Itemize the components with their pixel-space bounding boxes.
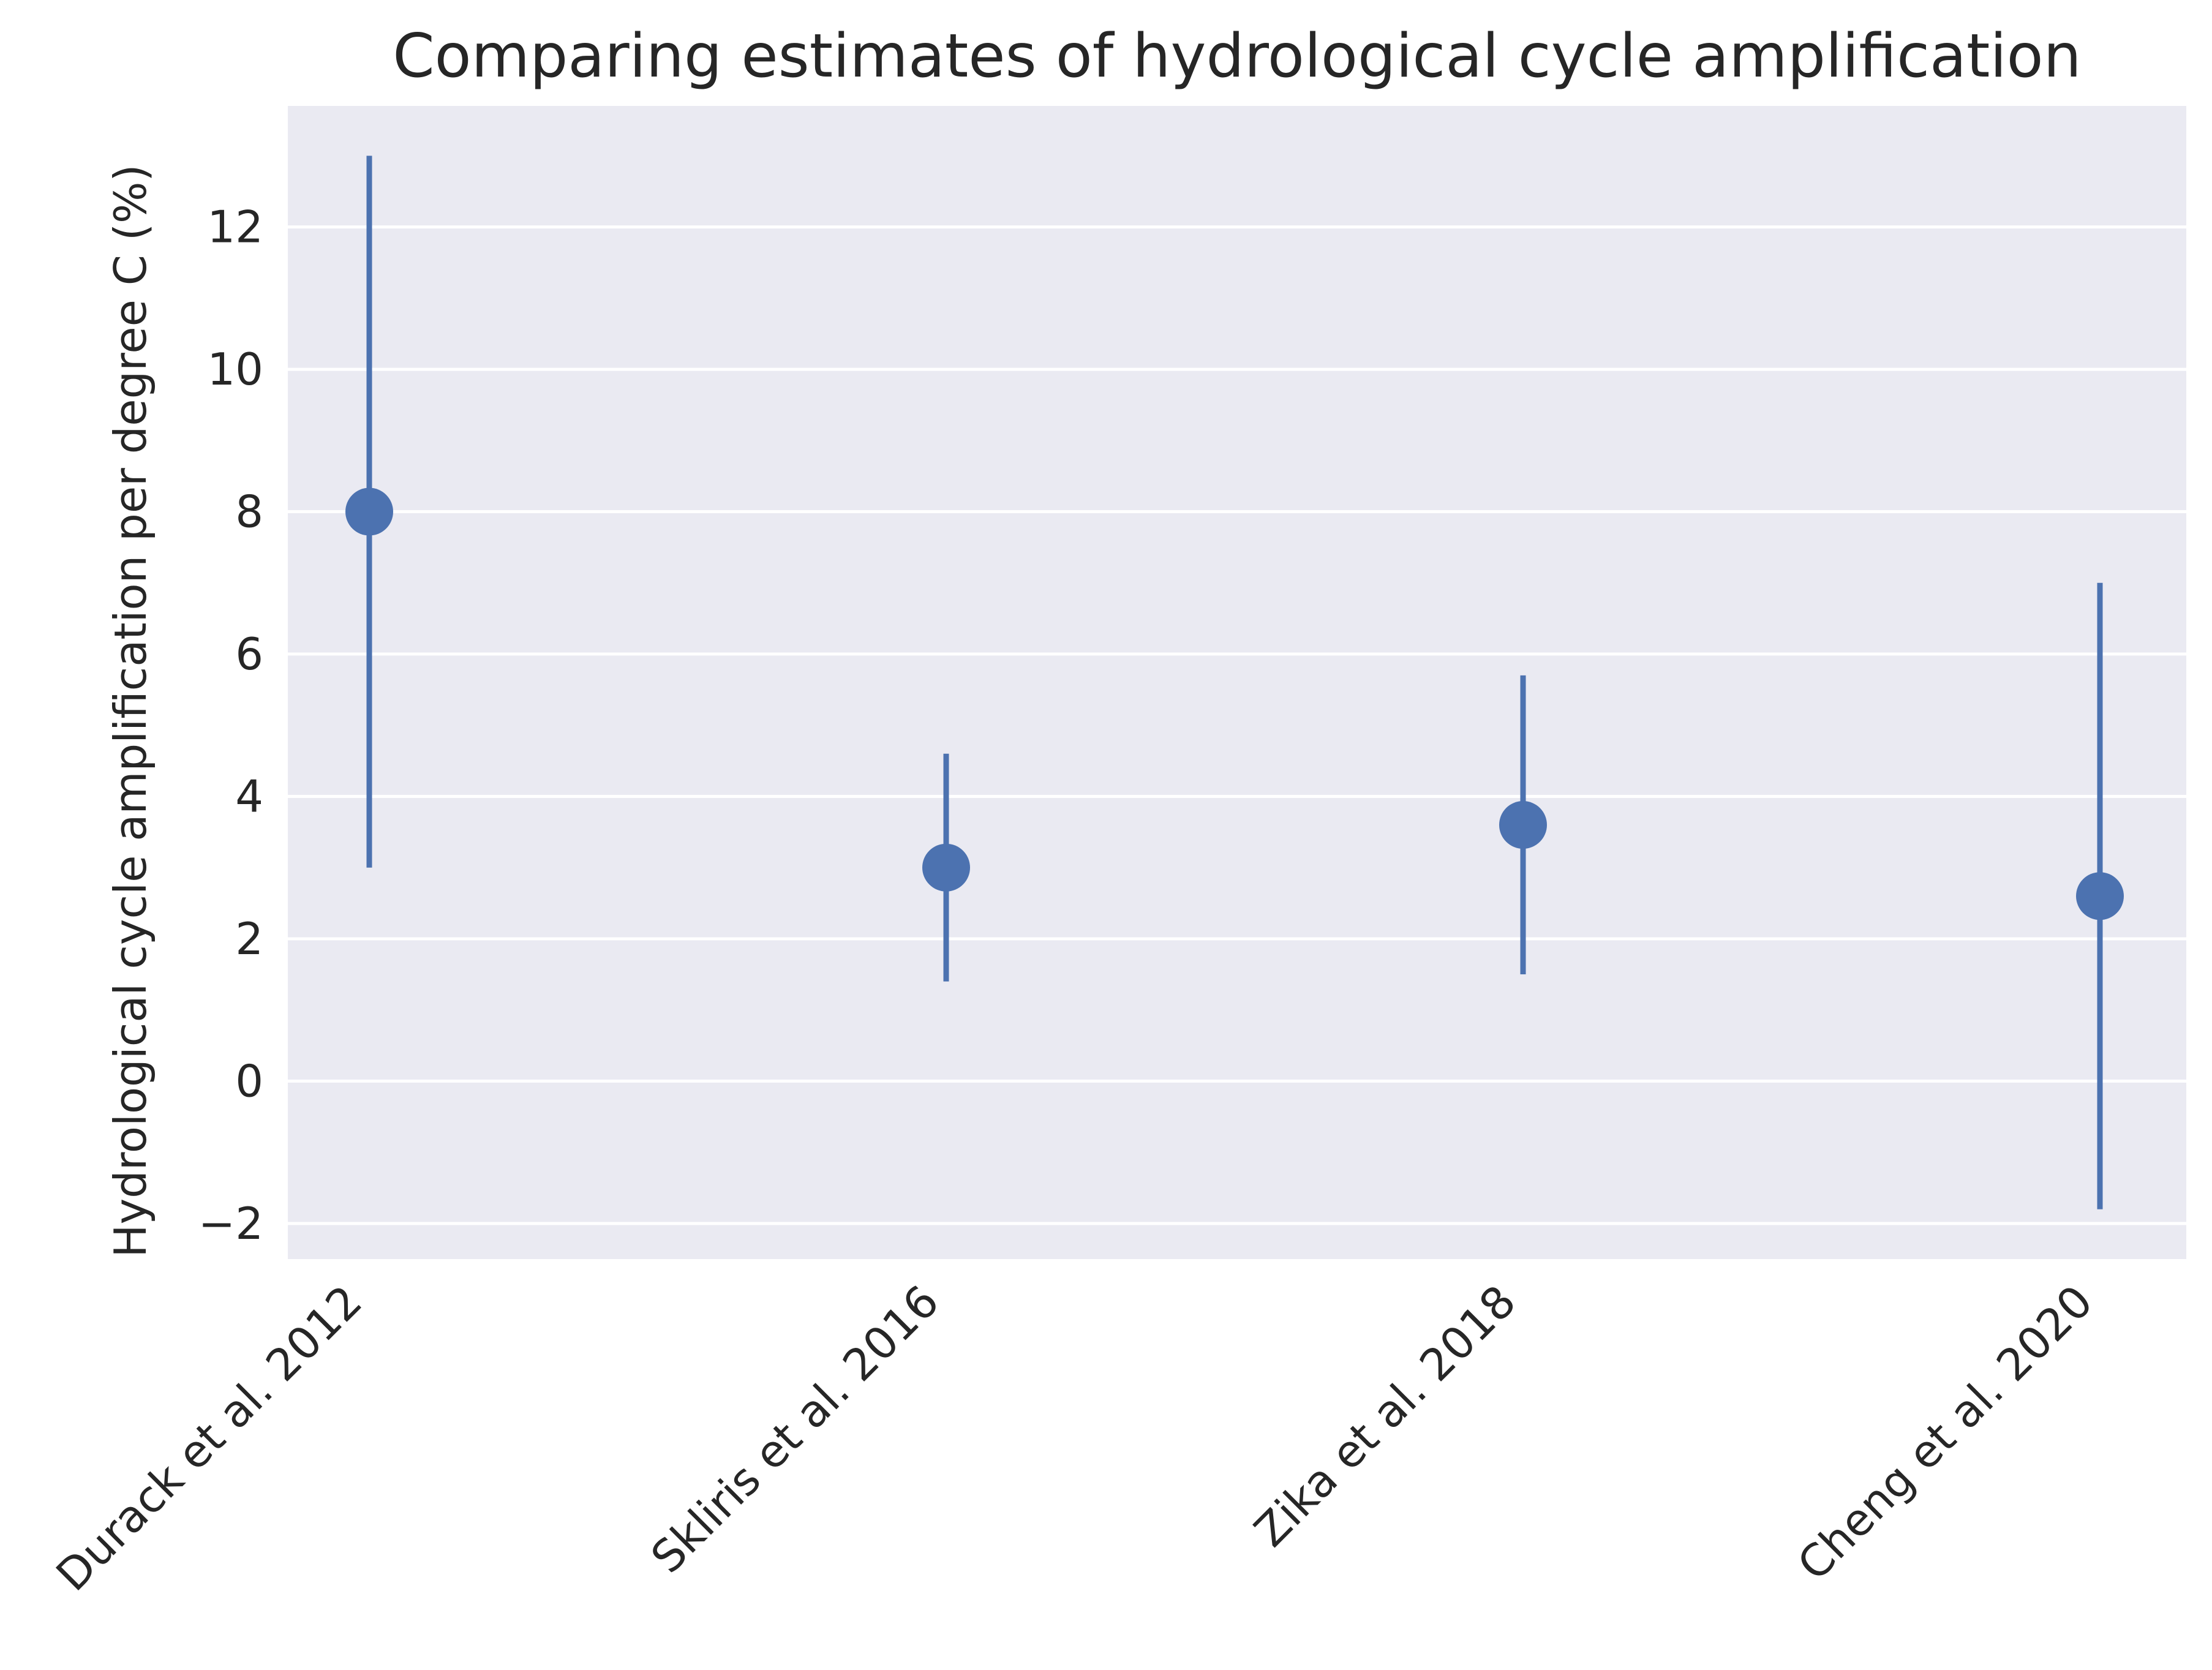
y-tick-label: 4	[235, 770, 263, 822]
x-tick-label: Cheng et al. 2020	[1788, 1276, 2102, 1590]
y-tick-label: 2	[235, 913, 263, 965]
y-tick-label: 12	[207, 201, 263, 253]
data-point	[922, 843, 970, 892]
x-tick-label: Skliris et al. 2016	[641, 1276, 949, 1583]
plot-area	[288, 106, 2186, 1259]
chart-title: Comparing estimates of hydrological cycl…	[393, 21, 2082, 91]
y-tick-label: 8	[235, 486, 263, 538]
x-tick-labels: Durack et al. 2012 Skliris et al. 2016 Zik…	[47, 1276, 2102, 1601]
y-tick-label: 6	[235, 628, 263, 680]
data-point	[1499, 800, 1547, 849]
data-point	[2076, 872, 2124, 920]
y-tick-label: 0	[235, 1055, 263, 1107]
y-tick-labels: −2 0 2 4 6 8 10 12	[198, 201, 263, 1249]
y-tick-label: 10	[207, 344, 263, 395]
x-tick-label: Durack et al. 2012	[47, 1276, 372, 1601]
y-tick-label: −2	[198, 1198, 263, 1249]
y-axis-label: Hydrological cycle amplification per deg…	[105, 164, 156, 1257]
data-marks	[345, 156, 2124, 1209]
data-point	[345, 487, 393, 536]
grid	[288, 225, 2186, 1225]
x-tick-label: Zika et al. 2018	[1244, 1276, 1525, 1557]
